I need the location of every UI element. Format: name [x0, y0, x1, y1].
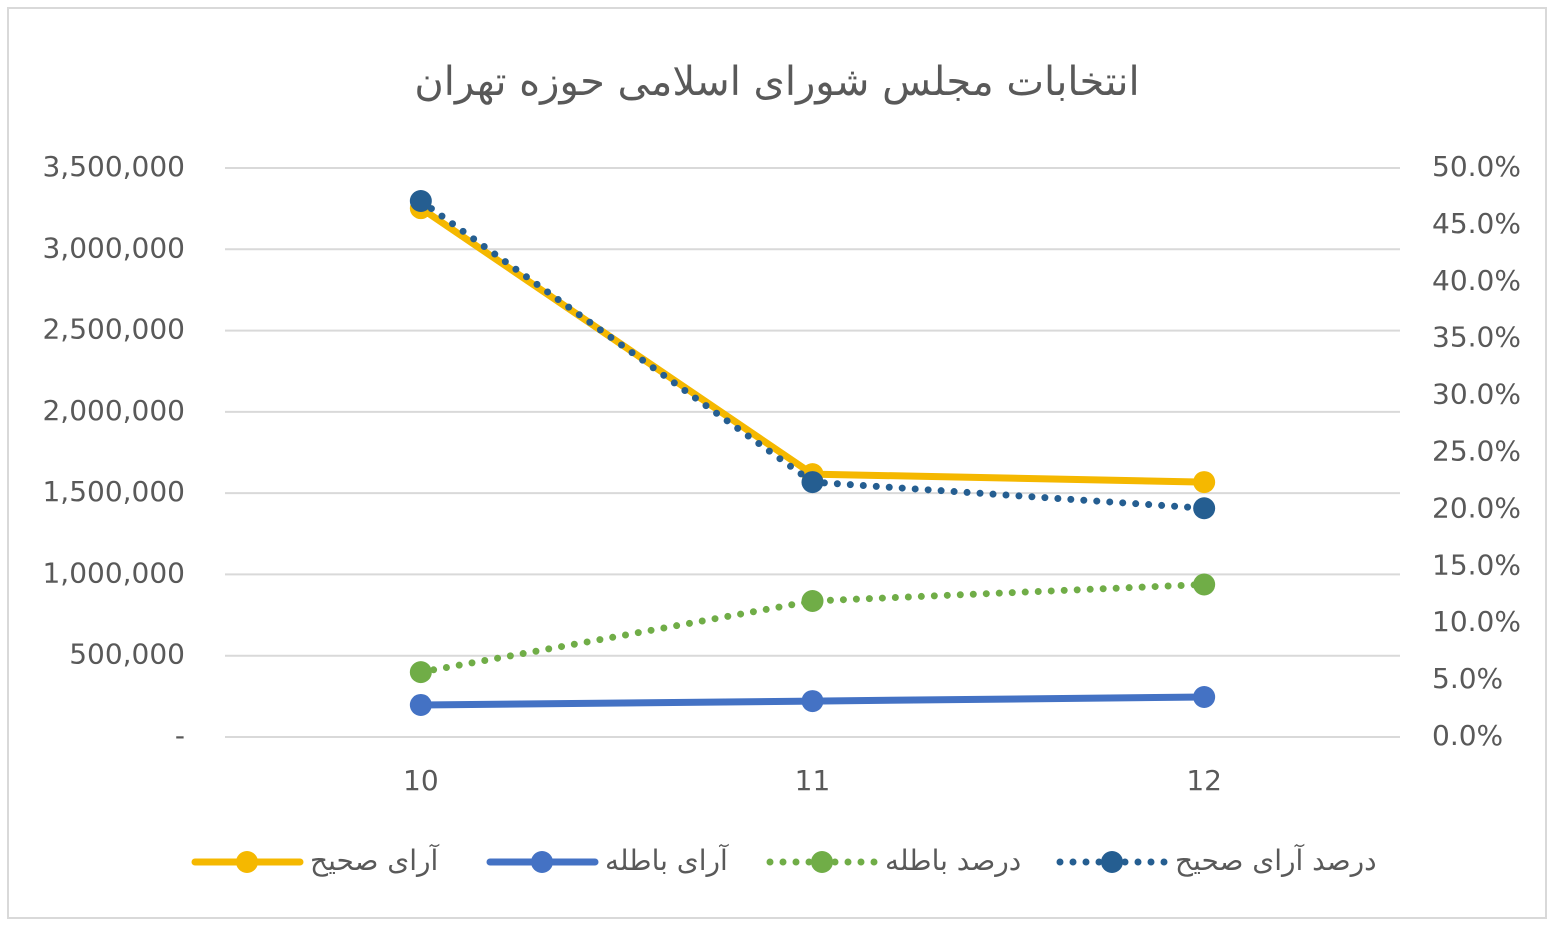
point: [409, 661, 432, 684]
legend-marker: [811, 851, 833, 873]
y-tick-label: 2,000,000: [42, 394, 185, 427]
y-tick-label: 500,000: [69, 638, 185, 671]
x-tick-label: 10: [403, 764, 439, 797]
series-line: [417, 581, 1208, 676]
legend-label: آرای صحیح: [310, 844, 439, 877]
y2-tick-label: 30.0%: [1432, 378, 1521, 411]
chart-title: انتخابات مجلس شورای اسلامی حوزه تهران: [414, 59, 1139, 105]
x-tick-label: 12: [1186, 764, 1222, 797]
y2-tick-label: 20.0%: [1432, 491, 1521, 524]
legend-marker: [236, 851, 258, 873]
point: [409, 190, 432, 213]
legend-label: درصد باطله: [885, 844, 1021, 877]
y-tick-label: 1,500,000: [42, 475, 185, 508]
point: [801, 690, 824, 713]
y2-tick-label: 5.0%: [1432, 662, 1503, 695]
y-tick-label: 2,500,000: [42, 313, 185, 346]
y2-tick-label: 50.0%: [1432, 150, 1521, 183]
point: [1193, 497, 1216, 520]
point: [1193, 471, 1216, 494]
legend-marker: [531, 851, 553, 873]
chart-border: [7, 7, 1547, 919]
y2-tick-label: 40.0%: [1432, 264, 1521, 297]
y-tick-label: 3,500,000: [42, 150, 185, 183]
y2-tick-label: 35.0%: [1432, 321, 1521, 354]
y2-tick-label: 0.0%: [1432, 719, 1503, 752]
y2-tick-label: 15.0%: [1432, 548, 1521, 581]
point: [1193, 573, 1216, 596]
legend-label: درصد آرای صحیح: [1175, 844, 1377, 877]
y2-tick-label: 45.0%: [1432, 207, 1521, 240]
y-tick-label: 1,000,000: [42, 556, 185, 589]
legend-label: آرای باطله: [605, 844, 729, 877]
point: [801, 471, 824, 494]
y2-tick-label: 25.0%: [1432, 435, 1521, 468]
point: [409, 693, 432, 716]
point: [1193, 686, 1216, 709]
y2-tick-label: 10.0%: [1432, 605, 1521, 638]
legend-marker: [1101, 851, 1123, 873]
y-tick-label: 3,000,000: [42, 231, 185, 264]
y-tick-label: -: [175, 719, 185, 752]
point: [801, 590, 824, 613]
x-tick-label: 11: [795, 764, 831, 797]
